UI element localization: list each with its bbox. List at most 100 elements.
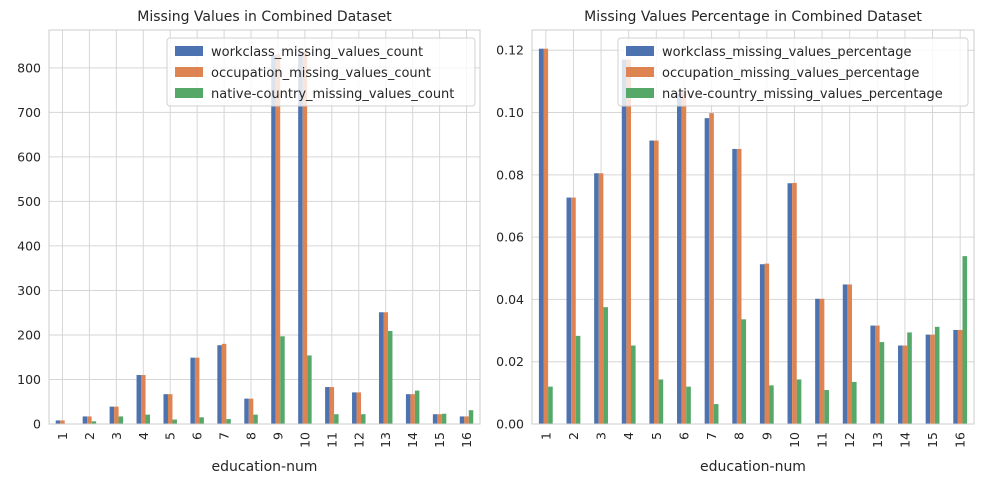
y-tick-label: 800	[17, 60, 41, 75]
y-tick-label: 0.12	[496, 43, 524, 58]
y-tick-label: 0	[33, 417, 41, 432]
bar-workclass	[759, 264, 765, 424]
bar-occupation	[437, 414, 442, 424]
bar-native-country	[441, 413, 447, 424]
chart-panel-percentage: 0.000.020.040.060.080.100.121 2 3 4 5 6 7 8 9 10 1…	[496, 9, 975, 475]
bar-occupation	[902, 345, 908, 424]
y-tick-label: 600	[17, 149, 41, 164]
bar-native-country	[145, 414, 151, 424]
legend-entry: occupation_missing_values_percentage	[662, 66, 919, 81]
bar-workclass	[594, 173, 599, 424]
y-tick-label: 0.10	[496, 105, 524, 120]
bar-native-country	[603, 307, 608, 424]
chart-title: Missing Values in Combined Dataset	[137, 9, 392, 25]
bar-workclass	[163, 394, 168, 424]
bar-native-country	[548, 386, 553, 424]
bar-native-country	[280, 336, 285, 424]
bar-native-country	[658, 379, 664, 424]
bar-occupation	[383, 312, 388, 424]
bar-workclass	[405, 394, 411, 424]
x-tick-label: 2	[82, 432, 97, 440]
bar-occupation	[194, 357, 200, 424]
bar-workclass	[271, 55, 276, 424]
bar-occupation	[571, 197, 576, 424]
y-tick-label: 0.08	[496, 167, 524, 182]
bar-occupation	[736, 148, 742, 425]
x-tick-label: 11	[324, 432, 339, 448]
bar-occupation	[248, 398, 254, 424]
bar-workclass	[538, 48, 544, 424]
bar-native-country	[307, 355, 312, 424]
bar-occupation	[60, 420, 65, 424]
bar-workclass	[217, 345, 222, 424]
bar-workclass	[378, 312, 384, 424]
bar-occupation	[626, 59, 631, 425]
legend-swatch	[626, 88, 654, 98]
x-tick-label: 12	[842, 432, 857, 448]
bar-occupation	[930, 334, 935, 424]
x-tick-label: 7	[704, 432, 719, 440]
legend-entry: workclass_missing_values_percentage	[662, 45, 911, 60]
bar-occupation	[221, 343, 227, 424]
bar-occupation	[141, 375, 146, 424]
bar-workclass	[352, 392, 357, 424]
bar-occupation	[847, 284, 852, 424]
x-tick-label: 14	[897, 432, 912, 448]
bar-workclass	[925, 334, 931, 424]
bar-occupation	[167, 394, 173, 424]
bar-native-country	[334, 414, 339, 424]
y-tick-label: 0.02	[496, 354, 524, 369]
x-tick-label: 1	[538, 432, 553, 440]
bar-occupation	[410, 394, 415, 424]
bar-native-country	[796, 379, 802, 424]
x-tick-label: 4	[136, 432, 151, 440]
bar-native-country	[414, 390, 420, 424]
legend-swatch	[626, 67, 654, 77]
bar-workclass	[787, 183, 793, 424]
bar-occupation	[875, 325, 880, 424]
bar-native-country	[630, 345, 636, 424]
bar-native-country	[172, 419, 177, 424]
bar-workclass	[566, 197, 572, 424]
bar-native-country	[361, 414, 366, 424]
bar-native-country	[575, 335, 581, 424]
x-axis-label: education-num	[212, 459, 318, 475]
bar-occupation	[764, 263, 770, 424]
bar-occupation	[681, 90, 687, 425]
bar-workclass	[298, 52, 303, 424]
bar-workclass	[842, 284, 848, 424]
x-tick-label: 3	[109, 432, 124, 440]
x-tick-label: 15	[432, 432, 447, 448]
y-tick-label: 0.00	[496, 417, 524, 432]
bar-workclass	[190, 357, 195, 424]
bar-workclass	[870, 325, 876, 424]
x-axis-label: education-num	[700, 459, 806, 475]
bar-native-country	[741, 319, 747, 424]
bar-occupation	[957, 329, 963, 424]
x-tick-label: 5	[649, 432, 664, 440]
bar-workclass	[898, 345, 903, 424]
legend-entry: native-country_missing_values_count	[211, 87, 454, 102]
legend-box	[166, 37, 476, 107]
bar-occupation	[819, 298, 825, 424]
bar-native-country	[962, 256, 968, 424]
x-tick-label: 12	[351, 432, 366, 448]
plot-frame	[48, 29, 481, 425]
bar-occupation	[329, 387, 335, 424]
x-tick-label: 2	[566, 432, 581, 440]
bar-native-country	[91, 421, 97, 424]
x-tick-label: 3	[594, 432, 609, 440]
x-tick-label: 10	[297, 432, 312, 448]
bar-native-country	[686, 386, 691, 424]
bar-workclass	[244, 398, 249, 424]
bar-native-country	[226, 419, 231, 424]
bar-occupation	[654, 140, 659, 424]
x-tick-label: 7	[217, 432, 232, 440]
bar-occupation	[792, 182, 797, 424]
x-tick-label: 5	[163, 432, 178, 440]
x-tick-label: 15	[925, 432, 940, 448]
bar-occupation	[709, 113, 714, 424]
x-tick-label: 6	[190, 432, 205, 440]
plot-frame	[531, 29, 975, 425]
bar-native-country	[253, 414, 258, 424]
